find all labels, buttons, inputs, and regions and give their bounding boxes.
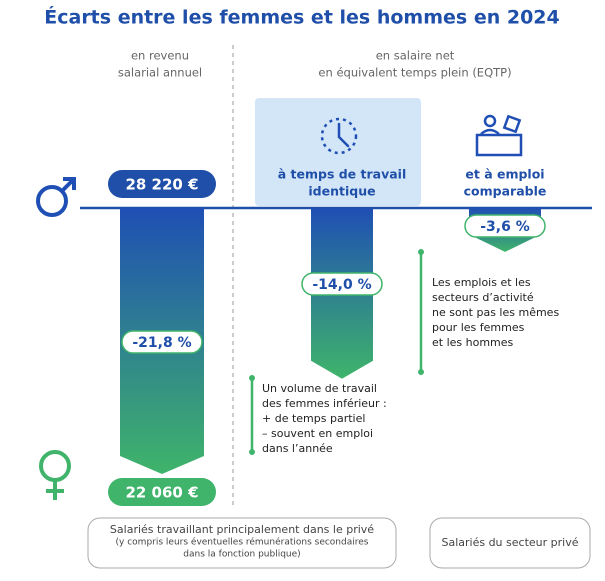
note-dot (418, 369, 424, 375)
male-symbol (36, 177, 76, 217)
title: Écarts entre les femmes et les hommes en… (44, 6, 560, 29)
note-text: secteurs d’activité (432, 291, 534, 304)
footer-text: Salariés travaillant principalement dans… (110, 523, 374, 536)
men-pill (108, 170, 216, 198)
note-text: ne sont pas les mêmes (432, 306, 559, 319)
note-text: des femmes inférieur : (262, 397, 387, 410)
note-text: + de temps partiel (262, 412, 365, 425)
female-symbol (39, 450, 71, 500)
women-pill (108, 478, 216, 506)
gap-label: -14,0 % (312, 277, 371, 293)
gap-heading: identique (308, 184, 375, 199)
gap-heading: et à emploi (465, 167, 544, 182)
note-text: et les hommes (432, 336, 514, 349)
note-dot (418, 249, 424, 255)
note-text: Un volume de travail (262, 382, 377, 395)
clock-icon (320, 117, 358, 155)
men-amount: 28 220 € (125, 176, 198, 194)
footer-box (87, 517, 397, 569)
highlight-box (255, 98, 421, 206)
note-text: Les emplois et les (432, 276, 531, 289)
footer-box (429, 517, 591, 569)
gap-pill (121, 330, 203, 354)
footer-text: (y compris leurs éventuelles rémunératio… (116, 537, 369, 548)
column-header: salarial annuel (118, 66, 202, 80)
footer-text: Salariés du secteur privé (441, 536, 578, 549)
column-header: en équivalent temps plein (EQTP) (318, 66, 511, 80)
column-header: en salaire net (376, 49, 455, 63)
note-text: dans l’année (262, 442, 333, 455)
note-text: – souvent en emploi (262, 427, 373, 440)
desk-icon (475, 114, 523, 157)
footer-text: dans la fonction publique) (183, 550, 300, 560)
gap-label: -21,8 % (132, 335, 191, 351)
gap-heading: comparable (464, 184, 547, 199)
note-dot (249, 375, 255, 381)
gap-pill (301, 272, 383, 296)
women-amount: 22 060 € (125, 484, 198, 502)
column-header: en revenu (131, 49, 189, 63)
note-dot (249, 449, 255, 455)
gap-label: -3,6 % (480, 219, 530, 235)
gap-heading: à temps de travail (278, 167, 407, 182)
note-text: pour les femmes (432, 321, 525, 334)
gap-pill (464, 214, 546, 238)
